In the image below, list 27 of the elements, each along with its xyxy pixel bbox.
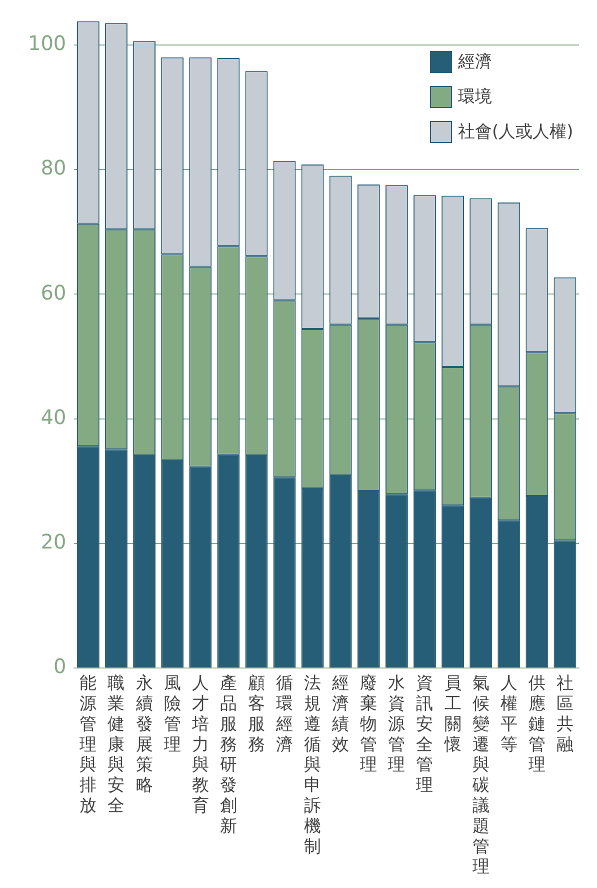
y-tick-label: 20 — [40, 530, 66, 554]
x-tick-label: 社區共融 — [556, 674, 574, 755]
x-tick-label: 產品服務研發創新 — [220, 674, 237, 836]
x-tick-label: 永續發展策略 — [134, 674, 153, 796]
y-tick-label: 80 — [40, 156, 66, 180]
x-tick-label: 供應鏈管理 — [528, 674, 546, 776]
y-tick-label: 40 — [40, 404, 66, 429]
y-tick-label: 0 — [53, 654, 66, 678]
x-tick-label: 能源管理與排放 — [80, 674, 97, 816]
y-tick-label: 100 — [28, 31, 66, 56]
x-tick-label: 顧客服務 — [248, 674, 265, 755]
legend-label: 環境 — [458, 86, 492, 108]
legend-label: 社會(人或人權) — [458, 121, 574, 143]
x-tick-label: 循環經濟 — [275, 674, 294, 755]
x-tick-label: 風險管理 — [164, 674, 181, 755]
y-tick-label: 60 — [40, 280, 66, 304]
x-tick-label: 員工關懷 — [443, 674, 462, 755]
x-tick-label: 職業健康與安全 — [108, 674, 125, 816]
category-label: 氣候變遷與碳議題管理 — [472, 674, 490, 878]
x-tick-label: 資訊安全管理 — [416, 674, 434, 796]
x-tick-label: 人才培力與教育 — [190, 674, 209, 816]
x-tick-label: 水資源管理 — [388, 674, 406, 776]
legend-label: 經濟 — [458, 51, 492, 73]
x-tick-label: 經濟績效 — [331, 674, 350, 755]
category-label: 法規遵循與申訴機制 — [304, 674, 322, 857]
x-tick-label: 廢棄物管理 — [360, 674, 378, 776]
x-tick-label: 人權平等 — [500, 674, 518, 755]
